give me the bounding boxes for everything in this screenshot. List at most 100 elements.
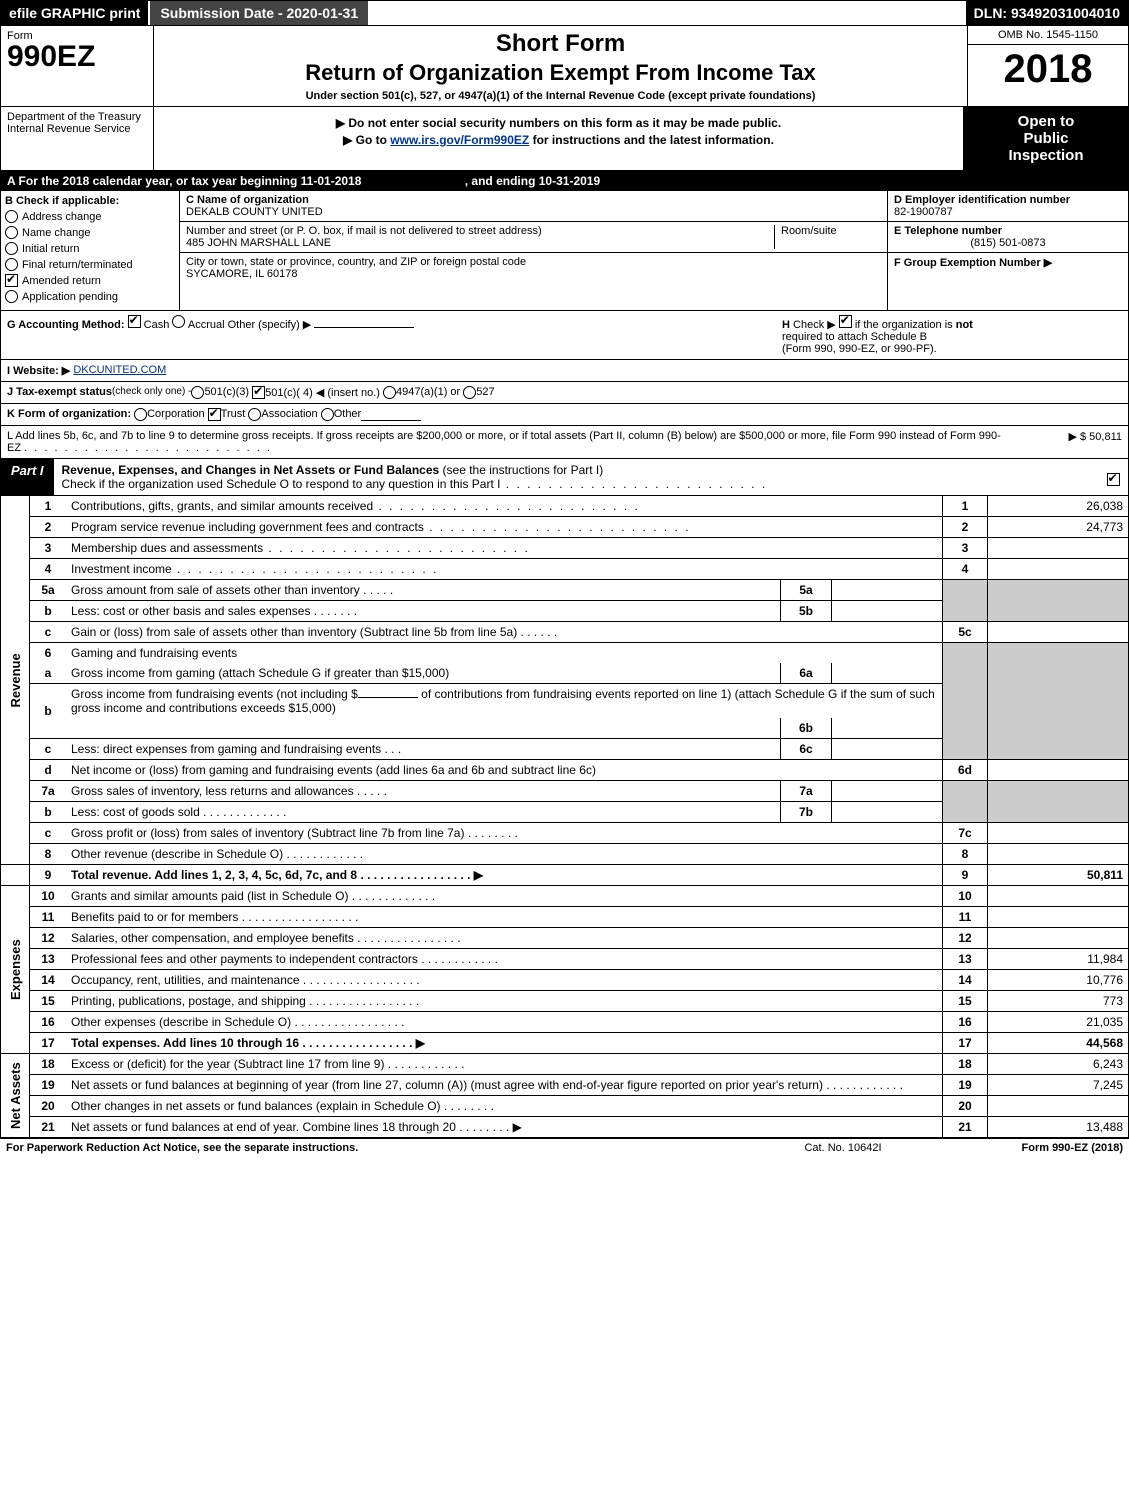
sub-label: 5b xyxy=(781,601,832,622)
chk-address-change[interactable]: Address change xyxy=(5,210,175,223)
line-desc: Occupancy, rent, utilities, and maintena… xyxy=(71,973,300,987)
line-desc: Less: direct expenses from gaming and fu… xyxy=(71,742,381,756)
line-desc-1: Gross income from fundraising events (no… xyxy=(71,687,358,701)
line-rnum: 17 xyxy=(943,1033,988,1054)
line-desc: Less: cost or other basis and sales expe… xyxy=(71,604,310,618)
chk-name-change[interactable]: Name change xyxy=(5,226,175,239)
part-checkbox-cell xyxy=(1098,459,1128,495)
chk-final-return[interactable]: Final return/terminated xyxy=(5,258,175,271)
other-org-input[interactable] xyxy=(361,408,421,421)
shade-cell xyxy=(943,781,988,823)
chk-trust[interactable] xyxy=(208,408,221,421)
org-name: DEKALB COUNTY UNITED xyxy=(186,206,881,218)
revenue-label: Revenue xyxy=(1,496,30,865)
instr2-prefix: ▶ Go to xyxy=(343,133,390,147)
line-12: 12 Salaries, other compensation, and emp… xyxy=(1,928,1129,949)
total-prefix: Total expenses. xyxy=(71,1036,160,1050)
chk-schedule-b[interactable] xyxy=(839,315,852,328)
line-rnum: 15 xyxy=(943,991,988,1012)
sub-val xyxy=(832,580,943,601)
city-value: SYCAMORE, IL 60178 xyxy=(186,268,881,280)
chk-501c[interactable] xyxy=(252,386,265,399)
line-amt: 50,811 xyxy=(988,865,1129,886)
chk-association[interactable] xyxy=(248,408,261,421)
section-c: C Name of organization DEKALB COUNTY UNI… xyxy=(180,191,888,310)
chk-initial-return[interactable]: Initial return xyxy=(5,242,175,255)
top-bar-spacer xyxy=(370,1,966,25)
g-label: G Accounting Method: xyxy=(7,319,125,331)
line-num: 10 xyxy=(30,886,67,907)
chk-4947[interactable] xyxy=(383,386,396,399)
form-number-box: Form 990EZ xyxy=(1,26,154,106)
line-amt: 6,243 xyxy=(988,1054,1129,1075)
opt-other: Other xyxy=(334,408,362,421)
line-rnum: 7c xyxy=(943,823,988,844)
chk-501c3[interactable] xyxy=(191,386,204,399)
k-label: K Form of organization: xyxy=(7,408,131,421)
opt-trust: Trust xyxy=(221,408,246,421)
chk-schedule-o[interactable] xyxy=(1107,473,1120,486)
section-b-header: B Check if applicable: xyxy=(5,195,175,207)
line-num: b xyxy=(30,684,67,739)
chk-other[interactable] xyxy=(321,408,334,421)
checkbox-icon xyxy=(5,242,18,255)
short-form-title: Short Form xyxy=(162,30,959,58)
line-num: c xyxy=(30,739,67,760)
line-20: 20 Other changes in net assets or fund b… xyxy=(1,1096,1129,1117)
line-amt: 10,776 xyxy=(988,970,1129,991)
info-grid: B Check if applicable: Address change Na… xyxy=(0,191,1129,311)
lines-table: Revenue 1 Contributions, gifts, grants, … xyxy=(0,496,1129,1138)
chk-application-pending[interactable]: Application pending xyxy=(5,290,175,303)
street-cell: Number and street (or P. O. box, if mail… xyxy=(180,222,887,253)
line-desc: Other expenses (describe in Schedule O) xyxy=(71,1015,291,1029)
dots xyxy=(172,562,439,576)
contrib-input[interactable] xyxy=(358,697,418,698)
chk-cash[interactable] xyxy=(128,315,141,328)
row-g: G Accounting Method: Cash Accrual Other … xyxy=(7,315,772,331)
phone-cell: E Telephone number (815) 501-0873 xyxy=(888,222,1128,253)
row-j: J Tax-exempt status (check only one) - 5… xyxy=(0,382,1129,404)
irs-link[interactable]: www.irs.gov/Form990EZ xyxy=(390,133,529,147)
line-amt xyxy=(988,559,1129,580)
other-specify-input[interactable] xyxy=(314,327,414,328)
line-rnum: 6d xyxy=(943,760,988,781)
line-num: 5a xyxy=(30,580,67,601)
l-dots xyxy=(24,442,272,454)
line-num: 12 xyxy=(30,928,67,949)
opt-501c: 501(c)( 4) ◀ (insert no.) xyxy=(265,386,380,399)
line-6: 6 Gaming and fundraising events xyxy=(1,643,1129,664)
line-desc: Net assets or fund balances at beginning… xyxy=(71,1078,823,1092)
dln-label: DLN: 93492031004010 xyxy=(966,1,1128,25)
footer-left: For Paperwork Reduction Act Notice, see … xyxy=(6,1142,743,1154)
line-9: 9 Total revenue. Add lines 1, 2, 3, 4, 5… xyxy=(1,865,1129,886)
chk-527[interactable] xyxy=(463,386,476,399)
line-2: 2 Program service revenue including gove… xyxy=(1,517,1129,538)
sub-label: 6c xyxy=(781,739,832,760)
line-rnum: 21 xyxy=(943,1117,988,1138)
shade-cell xyxy=(988,643,1129,760)
line-1: Revenue 1 Contributions, gifts, grants, … xyxy=(1,496,1129,517)
shade-cell xyxy=(943,580,988,622)
line-rnum: 12 xyxy=(943,928,988,949)
line-num: 2 xyxy=(30,517,67,538)
print-link[interactable]: print xyxy=(109,5,140,21)
dots xyxy=(263,541,530,555)
line-amt: 7,245 xyxy=(988,1075,1129,1096)
line-num: a xyxy=(30,663,67,684)
line-5a: 5a Gross amount from sale of assets othe… xyxy=(1,580,1129,601)
line-num: c xyxy=(30,622,67,643)
chk-corporation[interactable] xyxy=(134,408,147,421)
row-k: K Form of organization: Corporation Trus… xyxy=(0,404,1129,426)
website-link[interactable]: DKCUNITED.COM xyxy=(73,364,166,377)
line-rnum: 10 xyxy=(943,886,988,907)
opt-4947: 4947(a)(1) or xyxy=(396,386,460,399)
line-amt xyxy=(988,1096,1129,1117)
line-amt xyxy=(988,622,1129,643)
chk-amended-return[interactable]: Amended return xyxy=(5,274,175,287)
checkbox-icon xyxy=(5,258,18,271)
accrual-label: Accrual xyxy=(188,319,225,331)
chk-accrual[interactable] xyxy=(172,315,185,328)
line-14: 14 Occupancy, rent, utilities, and maint… xyxy=(1,970,1129,991)
year-box: OMB No. 1545-1150 2018 xyxy=(968,26,1128,106)
sub-val xyxy=(832,601,943,622)
